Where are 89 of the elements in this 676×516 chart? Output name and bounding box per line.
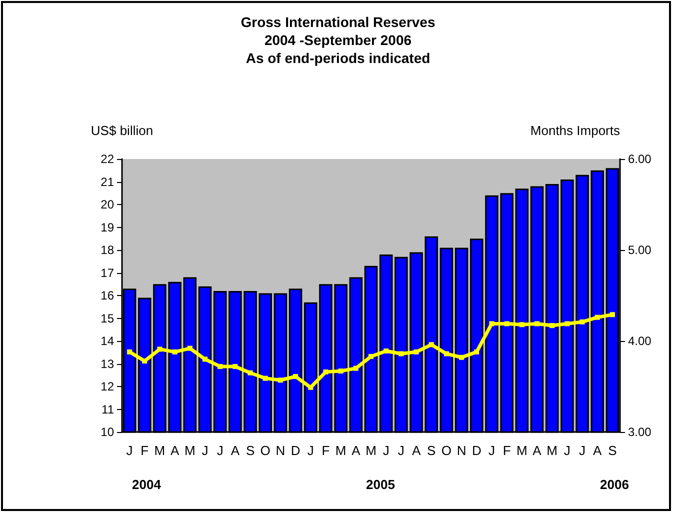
- y-axis-title: US$ billion: [90, 123, 154, 138]
- x-tick-label: N: [276, 443, 286, 458]
- chart-title: Gross International Reserves 2004 -September 2006 As of end-periods indicated: [240, 14, 436, 66]
- point: [338, 368, 344, 374]
- point: [474, 349, 480, 354]
- point: [187, 346, 192, 351]
- x-tick-label: D: [472, 443, 482, 458]
- x-tick-label: M: [516, 443, 528, 458]
- x-tick-label: J: [307, 443, 314, 458]
- y-tick-label: 14: [100, 334, 114, 348]
- y-tick-label: 12: [100, 380, 114, 394]
- x-tick-label: J: [202, 443, 208, 458]
- y-tick-label: 19: [100, 220, 114, 234]
- x-tick-label: M: [546, 443, 558, 458]
- y2-tick-label: 5.00: [628, 243, 652, 257]
- point: [218, 364, 223, 369]
- point: [489, 321, 494, 326]
- point: [459, 354, 464, 360]
- text: 2006: [600, 477, 629, 492]
- y2-tick-label: 3.00: [628, 425, 652, 439]
- x-tick-label: J: [382, 443, 390, 458]
- y2-tick-label: 6.00: [628, 152, 652, 166]
- x-tick-label: A: [230, 443, 240, 458]
- x-tick-label: M: [366, 443, 376, 458]
- point: [519, 322, 524, 328]
- x-tick-label: J: [564, 443, 570, 458]
- y-tick-label: 17: [100, 266, 114, 280]
- x-tick-label: J: [488, 443, 495, 458]
- point: [323, 369, 328, 374]
- y-tick-label: 20: [100, 198, 114, 212]
- x-tick-label: A: [170, 443, 180, 458]
- point: [594, 314, 600, 320]
- y2-tick-label: 4.00: [628, 334, 652, 348]
- x-tick-label: D: [290, 443, 300, 458]
- point: [172, 349, 178, 354]
- point: [353, 366, 358, 371]
- point: [550, 323, 555, 328]
- point: [610, 312, 615, 318]
- point: [157, 346, 162, 352]
- text: 2005: [366, 477, 395, 492]
- x-tick-label: O: [260, 443, 270, 458]
- point: [384, 348, 389, 354]
- point: [564, 321, 570, 326]
- point: [504, 321, 510, 326]
- y-tick-label: 15: [100, 311, 114, 326]
- x-tick-label: A: [532, 443, 542, 458]
- point: [232, 364, 238, 369]
- y-tick-label: 16: [100, 288, 114, 302]
- x-tick-label: A: [412, 443, 421, 458]
- x-tick-label: N: [456, 443, 466, 458]
- point: [127, 349, 132, 354]
- point: [368, 354, 374, 359]
- text: 2004: [132, 477, 162, 492]
- x-tick-label: O: [441, 443, 452, 458]
- x-tick-label: M: [184, 443, 196, 458]
- y-tick-label: 22: [100, 152, 114, 166]
- x-tick-label: F: [140, 443, 149, 458]
- point: [308, 384, 314, 390]
- x-tick-label: J: [398, 443, 404, 458]
- x-tick-label: S: [427, 443, 436, 458]
- point: [262, 376, 268, 381]
- point: [580, 319, 585, 324]
- x-tick-label: J: [579, 443, 586, 458]
- point: [142, 358, 148, 364]
- x-tick-label: S: [246, 443, 255, 458]
- point: [444, 351, 449, 356]
- x-tick-label: A: [593, 443, 602, 458]
- y-tick-label: 10: [100, 425, 114, 439]
- point: [278, 378, 283, 383]
- x-tick-label: A: [352, 443, 361, 458]
- x-tick-label: M: [335, 443, 346, 458]
- point: [534, 321, 540, 326]
- y-tick-label: 11: [102, 402, 114, 416]
- y-tick-label: 13: [100, 356, 114, 371]
- x-tick-label: J: [126, 443, 133, 458]
- y2-axis-title: Months Imports: [530, 123, 620, 138]
- point: [398, 351, 404, 356]
- point: [428, 342, 434, 348]
- x-tick-label: F: [322, 443, 330, 458]
- x-tick-label: M: [154, 443, 166, 458]
- x-tick-label: S: [608, 443, 618, 458]
- y-tick-label: 21: [100, 174, 114, 189]
- point: [248, 370, 253, 376]
- point: [202, 356, 208, 362]
- x-tick-label: F: [502, 443, 511, 458]
- point: [414, 349, 419, 354]
- x-tick-label: J: [216, 443, 224, 458]
- point: [293, 374, 298, 379]
- y-tick-label: 18: [100, 243, 114, 257]
